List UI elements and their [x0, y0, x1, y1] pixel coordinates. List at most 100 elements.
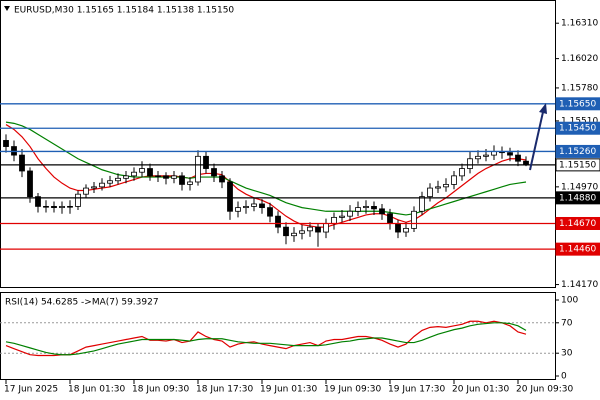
candle-body [347, 210, 353, 217]
level-box [555, 121, 600, 135]
candle-body [483, 154, 489, 157]
candle-body [363, 205, 369, 209]
rsi-title: RSI(14) 54.6285 ->MA(7) 59.3927 [5, 298, 159, 308]
candle-body [83, 187, 89, 195]
candle-body [403, 227, 409, 233]
level-box [555, 158, 600, 172]
x-tick-label: 19 Jun 09:30 [324, 385, 381, 395]
price-panel [0, 0, 556, 288]
candle-body [107, 180, 113, 184]
level-label: 1.15260 [559, 147, 596, 157]
candle-body [235, 207, 241, 212]
level-box [555, 144, 600, 158]
candle-body [187, 181, 193, 185]
y-tick-label: 1.14970 [561, 182, 598, 192]
candle-body [459, 168, 465, 177]
candle-body [67, 205, 73, 208]
candle-body [139, 168, 145, 173]
level-label: 1.14670 [559, 219, 596, 229]
candle-body [467, 158, 473, 169]
y-tick-label: 70 [561, 318, 573, 328]
candle-body [171, 175, 177, 179]
y-tick-label: 100 [561, 296, 578, 306]
candle-body [155, 175, 161, 178]
candle-body [115, 177, 121, 182]
candle-body [419, 196, 425, 212]
candle-body [259, 203, 265, 209]
candle-body [195, 155, 201, 183]
candle-body [27, 170, 33, 198]
candle-body [51, 205, 57, 209]
chart-title: EURUSD,M30 1.15165 1.15184 1.15138 1.151… [14, 6, 234, 16]
y-tick-label: 1.16020 [561, 54, 598, 64]
candle-body [507, 152, 513, 156]
x-tick-label: 17 Jun 2025 [4, 385, 58, 395]
level-label: 1.15450 [559, 124, 596, 134]
moving-average [5, 124, 527, 228]
candle-body [43, 205, 49, 208]
level-box [555, 97, 600, 111]
candle-body [331, 216, 337, 224]
indicator-line [5, 320, 527, 357]
candle-body [451, 175, 457, 185]
x-tick-label: 20 Jun 09:30 [516, 385, 573, 395]
candle-body [251, 203, 257, 207]
forecast-arrow [529, 111, 544, 171]
rsi-panel [0, 292, 556, 380]
candle-body [267, 207, 273, 217]
y-tick-label: 1.14170 [561, 280, 598, 290]
candle-body [99, 182, 105, 188]
candle-body [355, 207, 361, 212]
level-label: 1.15650 [559, 99, 596, 109]
level-label: 1.14880 [559, 193, 596, 203]
candle-body [243, 205, 249, 209]
x-tick-label: 18 Jun 09:30 [132, 385, 189, 395]
candle-body [75, 193, 81, 207]
indicator-line [5, 322, 527, 356]
candle-body [283, 226, 289, 237]
level-label: 1.14460 [559, 245, 596, 255]
level-label: 1.15150 [559, 160, 596, 170]
candle-body [379, 208, 385, 215]
y-tick-label: 1.16310 [561, 19, 598, 29]
candle-body [163, 175, 169, 179]
candle-body [19, 154, 25, 172]
candle-body [203, 155, 209, 169]
candle-body [475, 155, 481, 160]
level-box [555, 191, 600, 205]
candle-body [371, 205, 377, 210]
level-box [555, 216, 600, 230]
title-icon [4, 6, 10, 11]
candle-body [131, 171, 137, 177]
candle-body [227, 181, 233, 212]
level-box [555, 242, 600, 256]
candle-body [179, 175, 185, 185]
candle-body [3, 140, 9, 147]
candle-body [411, 210, 417, 229]
candle-body [35, 196, 41, 207]
x-tick-label: 18 Jun 01:30 [68, 385, 125, 395]
candle-body [219, 175, 225, 183]
candle-body [315, 226, 321, 233]
candle-body [299, 230, 305, 234]
plot-layer: 1.16310 1.16020 1.15780 1.15510 1.14970 1.141… [0, 19, 600, 395]
y-tick-label: 1.15510 [561, 116, 598, 126]
candle-body [91, 186, 97, 189]
candle-body [307, 226, 313, 232]
candle-body [395, 223, 401, 233]
candle-body [515, 154, 521, 162]
x-tick-label: 19 Jun 17:30 [388, 385, 445, 395]
y-tick-label: 1.15780 [561, 83, 598, 93]
x-tick-label: 20 Jun 01:30 [452, 385, 509, 395]
y-tick-label: 0 [561, 372, 567, 382]
y-tick-label: 30 [561, 349, 573, 359]
candle-body [427, 187, 433, 198]
candle-body [387, 213, 393, 224]
candle-body [147, 168, 153, 177]
candle-body [443, 184, 449, 188]
x-tick-label: 18 Jun 17:30 [196, 385, 253, 395]
arrow-head [539, 103, 547, 114]
x-tick-label: 19 Jun 01:30 [260, 385, 317, 395]
candle-body [211, 168, 217, 177]
